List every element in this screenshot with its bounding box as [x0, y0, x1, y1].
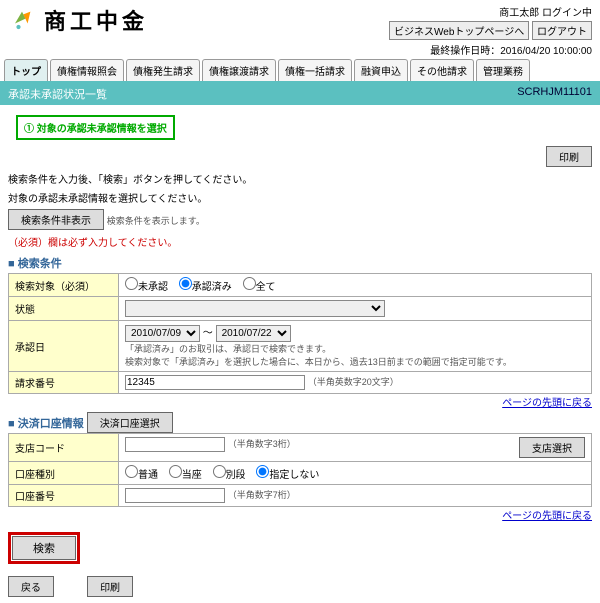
page-title: 承認未承認状況一覧 — [8, 86, 107, 102]
radio-all[interactable] — [243, 277, 256, 290]
print-button[interactable]: 印刷 — [546, 146, 592, 167]
tab-admin[interactable]: 管理業務 — [476, 59, 530, 81]
req-no-input[interactable] — [125, 375, 305, 390]
tab-top[interactable]: トップ — [4, 59, 48, 81]
radio-betsudan[interactable] — [213, 465, 226, 478]
label-acct-no: 口座番号 — [9, 485, 119, 507]
user-status: 商工太郎 ログイン中 — [389, 4, 592, 19]
label-status: 状態 — [9, 297, 119, 321]
date-from-select[interactable]: 2010/07/09 — [125, 325, 200, 342]
intro-1: 検索条件を入力後、「検索」ボタンを押してください。 — [8, 171, 592, 186]
print-button-2[interactable]: 印刷 — [87, 576, 133, 597]
radio-none[interactable] — [256, 465, 269, 478]
label-req-no: 請求番号 — [9, 372, 119, 394]
required-note: （必須）欄は必ず入力してください。 — [8, 234, 592, 249]
target-radios: 未承認 承認済み 全て — [119, 274, 592, 297]
label-acct-type: 口座種別 — [9, 462, 119, 485]
biz-web-top-button[interactable]: ビジネスWebトップページへ — [389, 21, 529, 40]
page-top-link-2[interactable]: ページの先頭に戻る — [502, 511, 592, 522]
radio-unapproved[interactable] — [125, 277, 138, 290]
radio-futsu[interactable] — [125, 465, 138, 478]
page-top-link-1[interactable]: ページの先頭に戻る — [502, 398, 592, 409]
brand-name: 商工中金 — [44, 4, 148, 36]
tab-other[interactable]: その他請求 — [410, 59, 474, 81]
date-hint-1: 「承認済み」のお取引は、承認日で検索できます。 — [125, 344, 331, 354]
last-op-time: 最終操作日時：2016/04/20 10:00:00 — [389, 42, 592, 57]
tab-loan[interactable]: 融資申込 — [354, 59, 408, 81]
section-search: 検索条件 — [8, 255, 592, 271]
logout-button[interactable]: ログアウト — [532, 21, 592, 40]
label-branch: 支店コード — [9, 434, 119, 462]
tab-batch[interactable]: 債権一括請求 — [278, 59, 352, 81]
radio-approved[interactable] — [179, 277, 192, 290]
label-approval-date: 承認日 — [9, 321, 119, 372]
date-hint-2: 検索対象で「承認済み」を選択した場合に、本日から、過去13日前までの範囲で指定可… — [125, 357, 512, 367]
hide-hint: 検索条件を表示します。 — [107, 216, 205, 226]
tab-transfer[interactable]: 債権譲渡請求 — [202, 59, 276, 81]
branch-select-button[interactable]: 支店選択 — [519, 437, 585, 458]
status-select[interactable] — [125, 300, 385, 317]
tab-issue[interactable]: 債権発生請求 — [126, 59, 200, 81]
radio-touza[interactable] — [169, 465, 182, 478]
step-notice: ① 対象の承認未承認情報を選択 — [16, 115, 175, 140]
logo: 商工中金 — [8, 4, 148, 36]
section-account: 決済口座情報 — [8, 415, 84, 431]
acct-no-input[interactable] — [125, 488, 225, 503]
hide-conditions-button[interactable]: 検索条件非表示 — [8, 209, 104, 230]
search-button[interactable]: 検索 — [12, 536, 76, 560]
screen-id: SCRHJM11101 — [517, 86, 592, 102]
tab-inquiry[interactable]: 債権情報照会 — [50, 59, 124, 81]
main-tabs: トップ 債権情報照会 債権発生請求 債権譲渡請求 債権一括請求 融資申込 その他… — [0, 59, 600, 83]
label-target: 検索対象（必須） — [9, 274, 119, 297]
branch-code-input[interactable] — [125, 437, 225, 452]
date-to-select[interactable]: 2010/07/22 — [216, 325, 291, 342]
intro-2: 対象の承認未承認情報を選択してください。 — [8, 190, 592, 205]
account-select-button[interactable]: 決済口座選択 — [87, 412, 173, 433]
back-button[interactable]: 戻る — [8, 576, 54, 597]
